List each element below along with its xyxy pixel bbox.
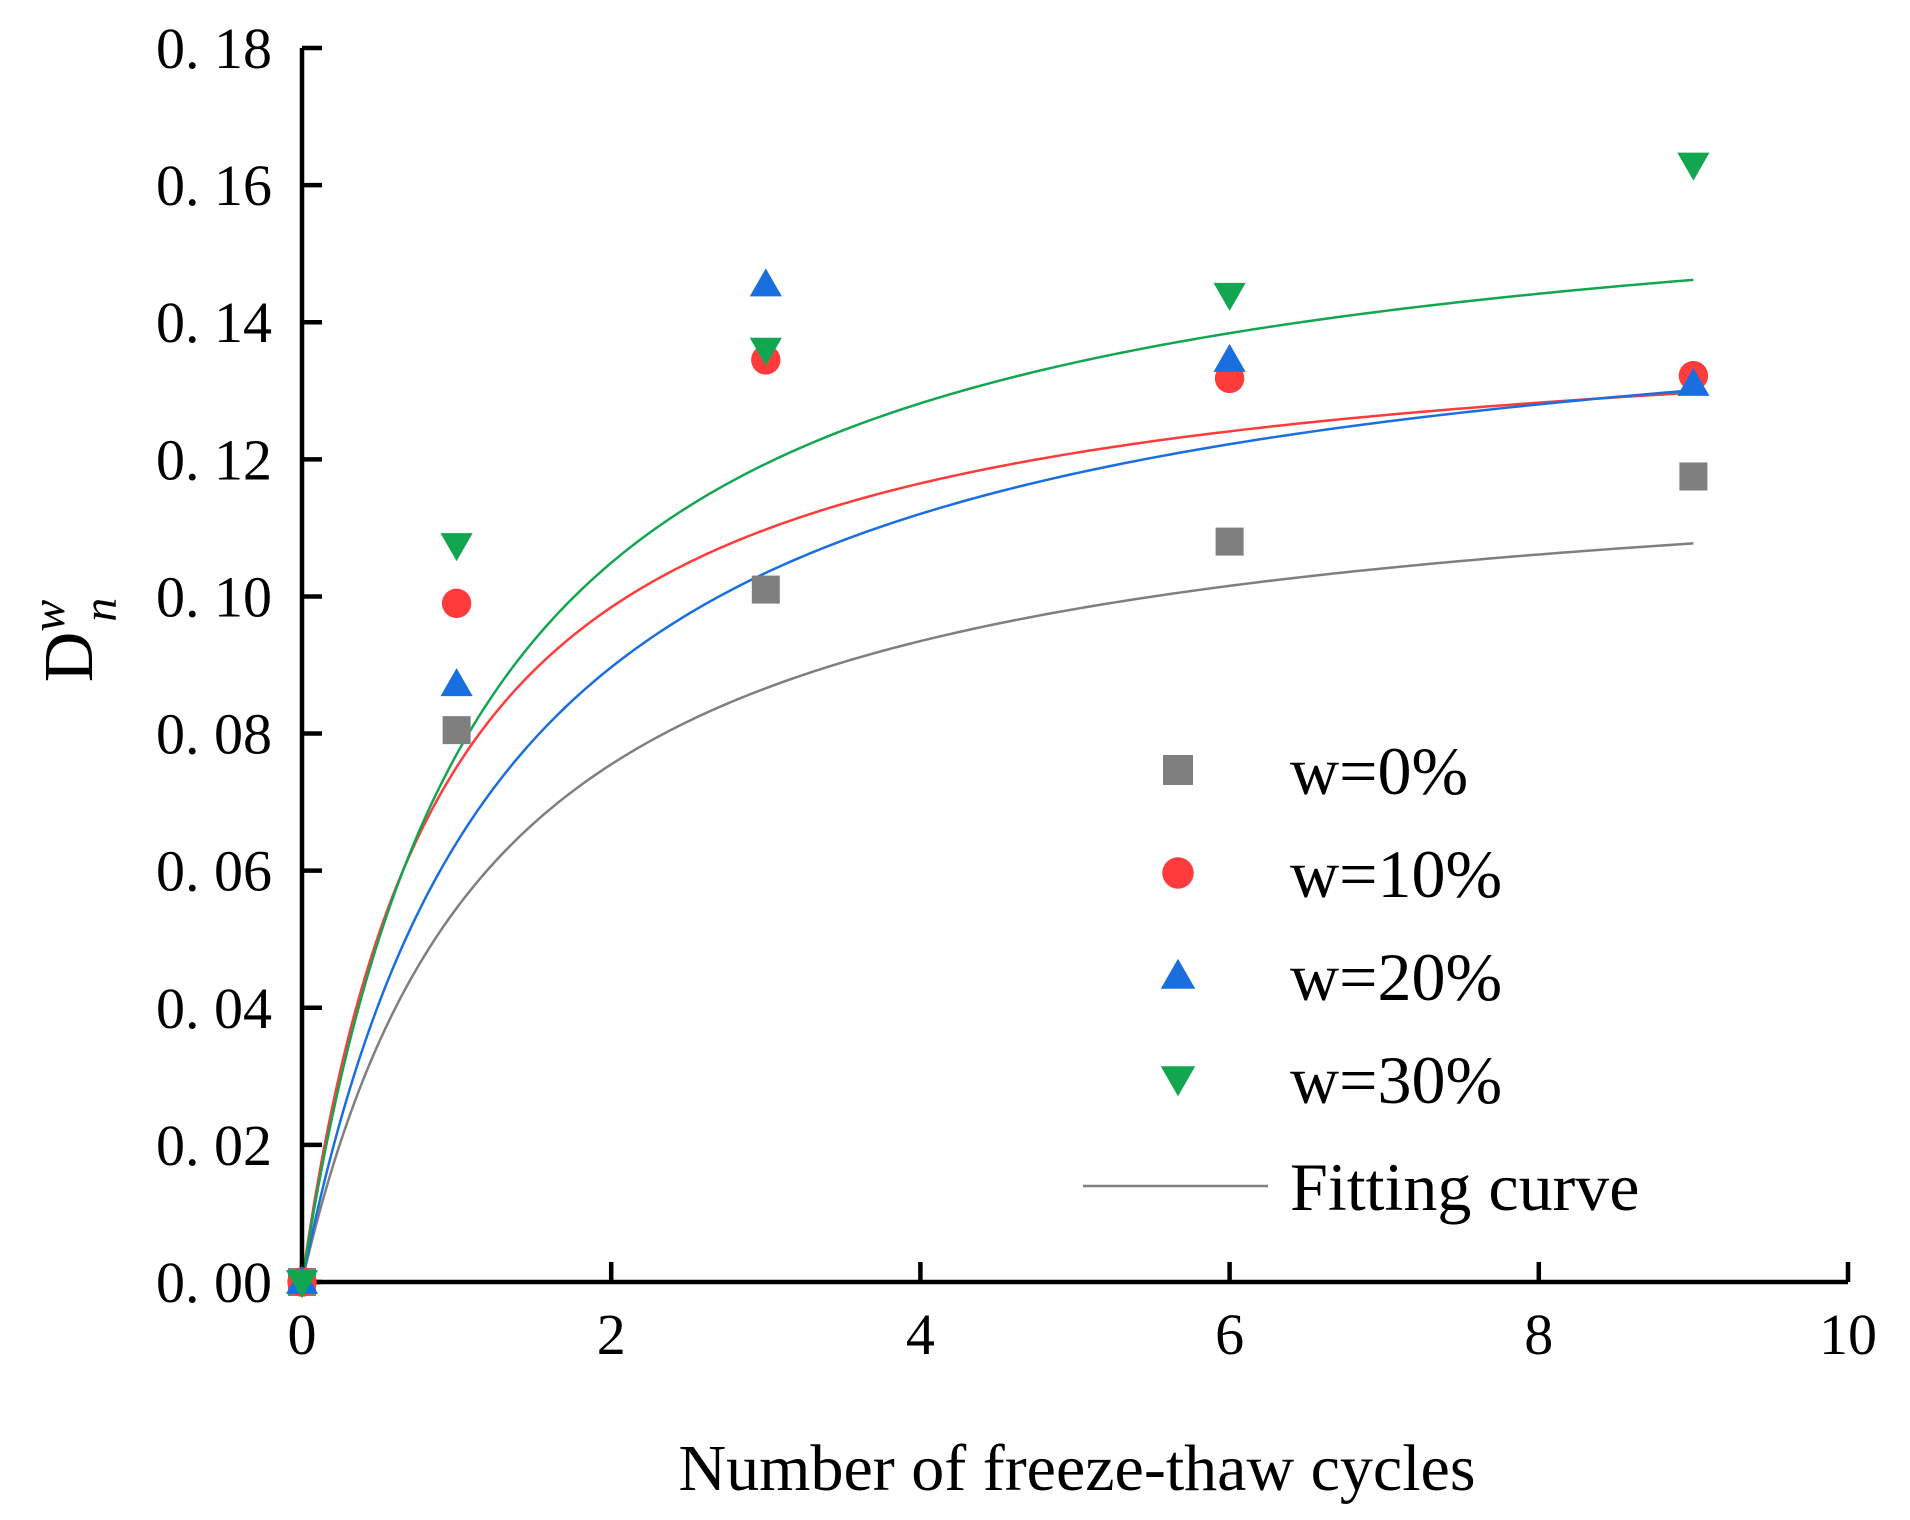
data-point-w=0% xyxy=(751,575,780,604)
fitting-curve-w=10% xyxy=(300,391,1694,1283)
data-point-w=30% xyxy=(285,1270,319,1299)
y-tick-label: 0. 08 xyxy=(156,702,272,767)
y-axis-title-subscript: n xyxy=(74,598,127,622)
legend: w=0% w=10% w=20% w=30% Fitting curve xyxy=(1083,733,1639,1225)
legend-marker-w=0% xyxy=(1163,755,1193,785)
y-tick-label: 0. 04 xyxy=(156,976,272,1041)
axes xyxy=(299,48,1848,1285)
x-tick-label: 10 xyxy=(1819,1302,1877,1367)
data-point-w=20% xyxy=(749,268,782,297)
legend-label: w=0% xyxy=(1290,733,1468,809)
legend-label: Fitting curve xyxy=(1290,1149,1639,1225)
data-point-w=30% xyxy=(440,533,473,562)
legend-marker-w=10% xyxy=(1162,857,1194,889)
svg-text:Dwn: Dwn xyxy=(22,598,127,683)
fitting-curve-w=20% xyxy=(300,389,1694,1283)
data-point-w=10% xyxy=(441,588,472,618)
legend-label: w=30% xyxy=(1290,1042,1502,1118)
y-tick-label: 0. 02 xyxy=(156,1113,272,1178)
legend-label: w=10% xyxy=(1290,836,1502,912)
data-point-w=30% xyxy=(1677,152,1710,181)
x-ticks: 0 2 4 6 8 10 xyxy=(288,1262,1877,1367)
y-axis-title: Dwn xyxy=(22,598,127,683)
y-axis-title-base: D xyxy=(31,632,108,683)
data-point-w=20% xyxy=(440,668,473,697)
x-axis-title: Number of freeze-thaw cycles xyxy=(678,1432,1475,1505)
x-tick-label: 4 xyxy=(906,1302,935,1367)
x-tick-label: 8 xyxy=(1524,1302,1553,1367)
legend-marker-w=30% xyxy=(1160,1066,1196,1097)
x-tick-label: 2 xyxy=(597,1302,626,1367)
data-point-w=30% xyxy=(749,337,782,366)
y-tick-label: 0. 12 xyxy=(156,427,272,492)
y-axis-title-superscript: w xyxy=(22,600,75,632)
y-tick-label: 0. 10 xyxy=(156,564,272,629)
data-point-w=30% xyxy=(1213,282,1246,311)
y-ticks: 0. 00 0. 02 0. 04 0. 06 0. 08 0. 10 0. 12 0. 14… xyxy=(156,16,322,1315)
fitting-curve-w=0% xyxy=(300,542,1694,1283)
legend-marker-w=20% xyxy=(1160,958,1196,989)
legend-label: w=20% xyxy=(1290,939,1502,1015)
y-tick-label: 0. 00 xyxy=(156,1250,272,1315)
fitting-curve-w=30% xyxy=(300,278,1694,1283)
y-tick-label: 0. 14 xyxy=(156,290,272,355)
data-points xyxy=(285,152,1710,1299)
data-point-w=20% xyxy=(1677,367,1710,396)
data-point-w=20% xyxy=(1213,343,1246,372)
x-tick-label: 0 xyxy=(288,1302,317,1367)
y-tick-label: 0. 06 xyxy=(156,839,272,904)
data-point-w=0% xyxy=(442,716,471,745)
fit-curves xyxy=(300,278,1694,1283)
data-point-w=0% xyxy=(1679,462,1708,491)
y-tick-label: 0. 18 xyxy=(156,16,272,81)
data-point-w=0% xyxy=(1215,527,1244,556)
x-tick-label: 6 xyxy=(1215,1302,1244,1367)
y-tick-label: 0. 16 xyxy=(156,153,272,218)
